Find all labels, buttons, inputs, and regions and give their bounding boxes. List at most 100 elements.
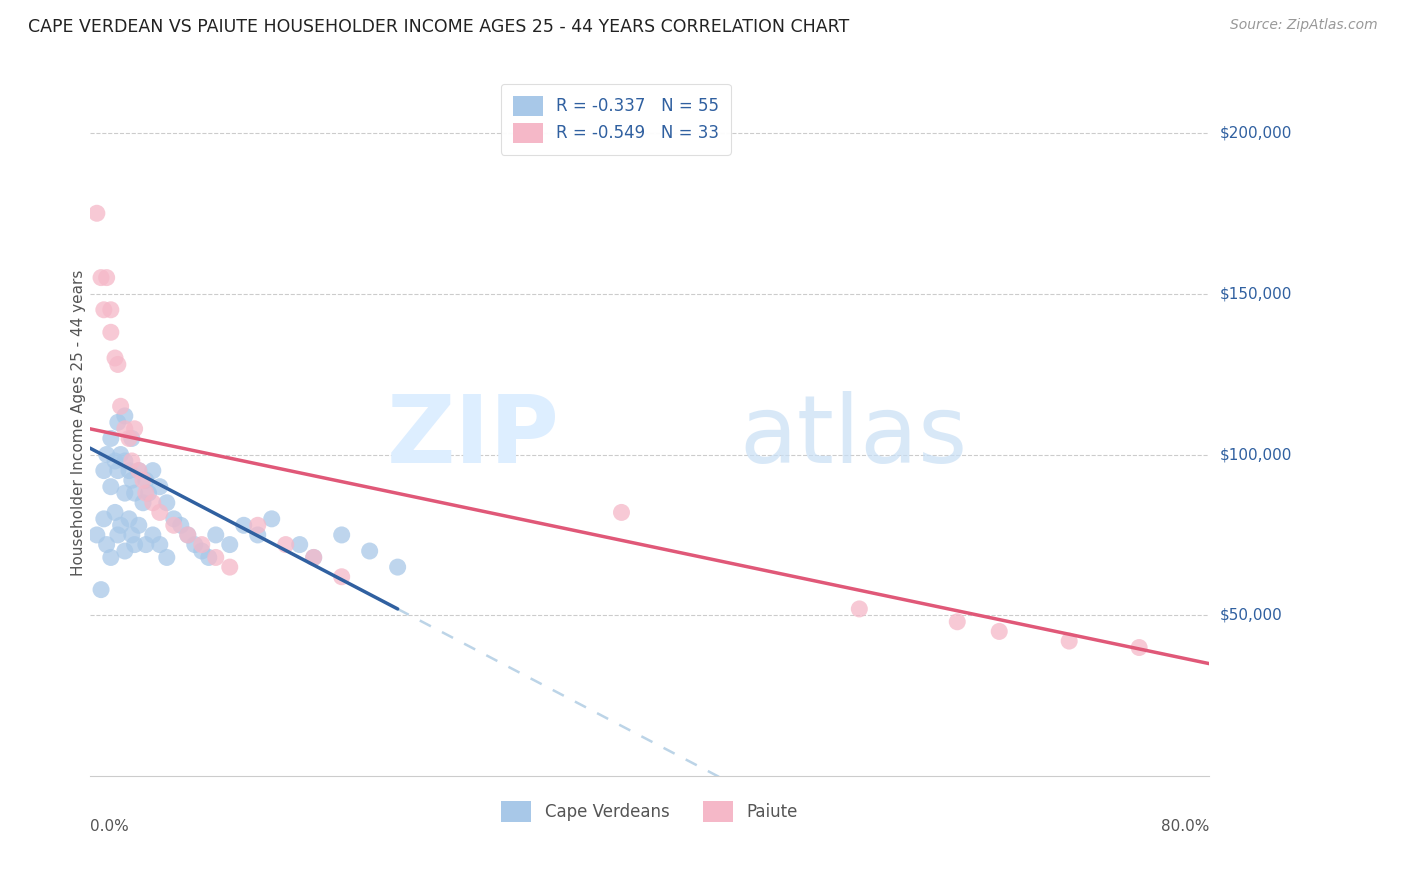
Point [359, 544, 381, 558]
Point [156, 550, 179, 565]
Point [107, 464, 129, 478]
Point [107, 415, 129, 429]
Point [246, 528, 269, 542]
Point [118, 432, 141, 446]
Point [100, 550, 122, 565]
Point [274, 538, 297, 552]
Point [110, 448, 132, 462]
Point [260, 512, 283, 526]
Point [204, 528, 226, 542]
Point [170, 518, 193, 533]
Point [302, 550, 325, 565]
Point [149, 538, 172, 552]
Text: 0.0%: 0.0% [90, 819, 128, 834]
Point [1057, 634, 1080, 648]
Point [114, 544, 136, 558]
Point [110, 518, 132, 533]
Point [93, 302, 115, 317]
Point [96, 270, 118, 285]
Point [104, 351, 127, 365]
Point [114, 486, 136, 500]
Point [114, 422, 136, 436]
Point [848, 602, 870, 616]
Point [100, 302, 122, 317]
Point [163, 518, 186, 533]
Point [218, 538, 240, 552]
Point [302, 550, 325, 565]
Point [197, 550, 219, 565]
Point [191, 544, 214, 558]
Point [114, 409, 136, 423]
Point [86, 528, 108, 542]
Point [96, 448, 118, 462]
Point [135, 473, 157, 487]
Point [1128, 640, 1150, 655]
Point [142, 496, 165, 510]
Point [232, 518, 254, 533]
Point [946, 615, 969, 629]
Point [124, 538, 146, 552]
Point [610, 505, 633, 519]
Point [93, 464, 115, 478]
Point [288, 538, 311, 552]
Point [246, 518, 269, 533]
Point [107, 358, 129, 372]
Point [330, 570, 353, 584]
Point [121, 454, 143, 468]
Point [135, 538, 157, 552]
Point [149, 480, 172, 494]
Text: Source: ZipAtlas.com: Source: ZipAtlas.com [1230, 18, 1378, 32]
Point [156, 496, 179, 510]
Point [138, 486, 160, 500]
Text: $150,000: $150,000 [1220, 286, 1292, 301]
Text: $200,000: $200,000 [1220, 126, 1292, 140]
Text: CAPE VERDEAN VS PAIUTE HOUSEHOLDER INCOME AGES 25 - 44 YEARS CORRELATION CHART: CAPE VERDEAN VS PAIUTE HOUSEHOLDER INCOM… [28, 18, 849, 36]
Point [107, 528, 129, 542]
Point [218, 560, 240, 574]
Point [204, 550, 226, 565]
Point [132, 473, 155, 487]
Point [988, 624, 1011, 639]
Point [124, 486, 146, 500]
Point [177, 528, 200, 542]
Point [387, 560, 409, 574]
Point [330, 528, 353, 542]
Point [121, 473, 143, 487]
Point [142, 464, 165, 478]
Point [90, 582, 112, 597]
Point [100, 480, 122, 494]
Point [93, 512, 115, 526]
Point [118, 512, 141, 526]
Point [118, 464, 141, 478]
Point [104, 454, 127, 468]
Point [128, 464, 150, 478]
Point [184, 538, 207, 552]
Point [128, 464, 150, 478]
Point [177, 528, 200, 542]
Point [142, 528, 165, 542]
Point [114, 454, 136, 468]
Text: ZIP: ZIP [387, 391, 560, 483]
Point [110, 399, 132, 413]
Point [121, 528, 143, 542]
Point [104, 505, 127, 519]
Point [90, 270, 112, 285]
Point [96, 538, 118, 552]
Point [149, 505, 172, 519]
Point [135, 486, 157, 500]
Text: atlas: atlas [740, 391, 967, 483]
Point [100, 432, 122, 446]
Point [128, 518, 150, 533]
Text: 80.0%: 80.0% [1161, 819, 1209, 834]
Text: $100,000: $100,000 [1220, 447, 1292, 462]
Point [100, 326, 122, 340]
Y-axis label: Householder Income Ages 25 - 44 years: Householder Income Ages 25 - 44 years [72, 269, 86, 575]
Point [86, 206, 108, 220]
Point [124, 422, 146, 436]
Point [132, 496, 155, 510]
Point [121, 432, 143, 446]
Legend: Cape Verdeans, Paiute: Cape Verdeans, Paiute [492, 791, 807, 831]
Point [163, 512, 186, 526]
Text: $50,000: $50,000 [1220, 607, 1282, 623]
Point [191, 538, 214, 552]
